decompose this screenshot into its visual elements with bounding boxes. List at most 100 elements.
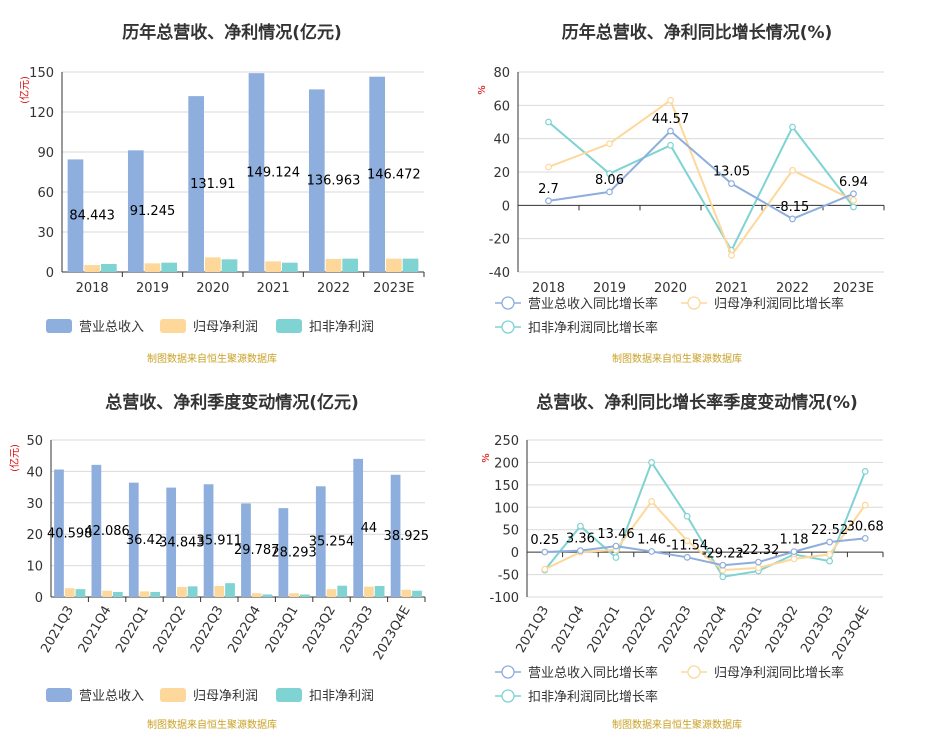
data-point (826, 557, 834, 565)
y-tick-label: 60 (37, 186, 54, 201)
y-tick-label: 50 (502, 524, 519, 539)
data-label: 44 (361, 521, 378, 536)
bar-net-profit (64, 588, 75, 597)
data-point (850, 196, 857, 204)
bar-revenue (166, 487, 177, 597)
legend-swatch (46, 319, 72, 333)
x-tick-label: 2021Q4 (76, 604, 115, 656)
x-tick-label: 2022Q4 (691, 604, 730, 656)
y-tick-label: 0 (511, 546, 519, 561)
legend-swatch (160, 319, 186, 333)
chart-title: 总营收、净利季度变动情况(亿元) (105, 392, 359, 413)
y-tick-label: 80 (493, 66, 510, 81)
legend-label: 营业总收入 (79, 320, 144, 335)
x-tick-label: 2023Q2 (300, 604, 339, 656)
bar-revenue (127, 150, 144, 272)
bar-net-profit (326, 589, 337, 597)
chart-panel-annual-revenue: 历年总营收、净利情况(亿元) 0 30 60 90 120 150 (亿元) 2018 2019 2… (0, 0, 465, 375)
source-note: 制图数据来自恒生聚源数据库 (147, 352, 277, 365)
data-point (850, 190, 857, 198)
x-tick-label: 2023Q3 (798, 604, 837, 656)
data-point (541, 565, 549, 573)
bar-revenue (390, 474, 401, 597)
legend-label: 扣非净利润 (309, 320, 374, 335)
chart-title: 总营收、净利同比增长率季度变动情况(%) (536, 392, 858, 413)
y-tick-label: 250 (494, 434, 519, 449)
chart-panel-annual-growth: 历年总营收、净利同比增长情况(%) -40 -20 0 20 40 60 80% 2018 201… (465, 0, 930, 375)
y-tick-label: 40 (493, 133, 510, 148)
data-point (576, 547, 584, 555)
bar-deducted-profit (282, 262, 298, 272)
data-point (719, 573, 727, 581)
data-point (667, 127, 674, 135)
data-point (755, 558, 762, 566)
y-axis-unit-label: (亿元) (18, 76, 31, 104)
x-tick-label: 2022Q2 (620, 604, 659, 656)
series-line-revenue (548, 129, 854, 221)
data-point (789, 215, 796, 223)
y-tick-label: 0 (35, 591, 43, 606)
bar-deducted-profit (225, 583, 235, 597)
x-tick-label: 2022Q1 (585, 604, 624, 656)
bar-revenue (369, 76, 385, 272)
legend-marker (501, 296, 515, 310)
x-tick-label: 2022 (317, 281, 350, 296)
bar-revenue (248, 73, 265, 272)
bar-net-profit (265, 261, 282, 272)
legend-marker (501, 320, 515, 334)
x-tick-label: 2023Q4E (371, 604, 414, 663)
data-point (683, 537, 691, 545)
legend-swatch (46, 688, 72, 702)
series-line-deducted-profit (547, 121, 855, 253)
data-label: -8.15 (776, 200, 810, 215)
bar-deducted-profit (262, 594, 273, 597)
y-tick-label: 50 (26, 434, 43, 449)
y-tick-label: 100 (494, 501, 519, 516)
bar-net-profit (214, 586, 225, 597)
y-tick-label: 30 (26, 497, 43, 512)
source-note: 制图数据来自恒生聚源数据库 (612, 352, 742, 365)
bar-revenue (128, 482, 139, 597)
y-tick-label: 0 (502, 199, 510, 214)
x-tick-label: 2021 (715, 281, 748, 296)
data-label: 0.25 (530, 533, 559, 548)
data-point (648, 548, 656, 555)
data-label: -29.22 (702, 546, 744, 561)
data-point (545, 118, 552, 126)
data-point (648, 459, 656, 466)
y-tick-label: 20 (493, 166, 510, 181)
y-tick-label: -40 (489, 266, 510, 281)
bar-deducted-profit (161, 262, 178, 272)
y-tick-label: 40 (26, 465, 43, 480)
data-label: 29.787 (234, 543, 280, 558)
bar-deducted-profit (337, 585, 348, 597)
chart-title: 历年总营收、净利同比增长情况(%) (562, 22, 833, 43)
x-tick-label: 2023Q2 (763, 604, 802, 656)
x-tick-label: 2022Q4 (225, 604, 264, 656)
bar-net-profit (84, 265, 101, 272)
legend-label: 归母净利润 (193, 689, 258, 704)
legend-label: 归母净利润 (193, 320, 258, 335)
bar-net-profit (401, 589, 412, 597)
data-point (826, 538, 834, 546)
quarterly-growth-chart: 总营收、净利同比增长率季度变动情况(%) -100 -50 0 50 100 150 200 2… (481, 392, 884, 731)
data-point (850, 203, 857, 211)
bar-revenue (67, 159, 84, 272)
bar-revenue (278, 508, 289, 597)
x-tick-label: 2021 (257, 281, 290, 296)
x-tick-label: 2021Q3 (513, 604, 552, 656)
data-label: 3.36 (566, 532, 595, 547)
data-label: 8.06 (595, 173, 624, 188)
x-tick-label: 2023Q1 (727, 604, 766, 656)
data-point (719, 561, 727, 569)
bar-deducted-profit (374, 586, 385, 597)
x-tick-label: 2021Q3 (38, 604, 77, 656)
y-tick-label: 150 (29, 66, 54, 81)
y-tick-label: -100 (489, 591, 519, 606)
bar-deducted-profit (402, 258, 419, 272)
series-line-net-profit (548, 98, 854, 258)
legend-swatch (276, 319, 302, 333)
x-tick-label: 2022Q3 (188, 604, 227, 656)
quarterly-revenue-profit-chart: 总营收、净利季度变动情况(亿元)01020304050(亿元)2021Q3202… (8, 392, 429, 731)
y-tick-label: 150 (494, 479, 519, 494)
